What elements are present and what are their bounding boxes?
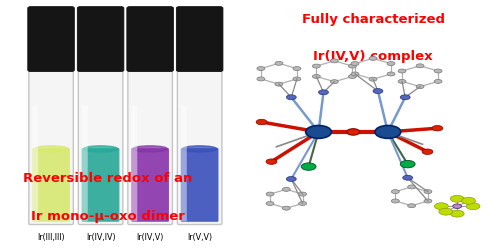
Circle shape (466, 203, 480, 210)
Text: Ir(IV,IV): Ir(IV,IV) (86, 234, 116, 243)
Circle shape (408, 185, 416, 189)
Circle shape (306, 125, 332, 138)
Circle shape (256, 119, 267, 125)
Circle shape (282, 206, 290, 210)
Circle shape (301, 163, 316, 170)
Circle shape (432, 125, 443, 131)
Circle shape (373, 89, 383, 94)
Circle shape (398, 79, 406, 83)
Circle shape (298, 192, 306, 196)
Circle shape (434, 69, 442, 73)
FancyBboxPatch shape (181, 106, 187, 221)
FancyBboxPatch shape (28, 7, 74, 71)
Circle shape (266, 201, 274, 205)
FancyBboxPatch shape (82, 106, 87, 221)
Circle shape (275, 61, 283, 65)
Circle shape (330, 59, 338, 63)
FancyBboxPatch shape (32, 148, 70, 222)
Circle shape (330, 80, 338, 84)
Text: Ir(IV,V): Ir(IV,V) (136, 234, 164, 243)
Circle shape (424, 199, 432, 203)
Circle shape (282, 187, 290, 191)
Circle shape (266, 159, 277, 164)
FancyBboxPatch shape (181, 148, 218, 222)
Circle shape (408, 204, 416, 208)
FancyBboxPatch shape (29, 69, 74, 225)
Text: Ir(IV,V) complex: Ir(IV,V) complex (313, 50, 433, 63)
Circle shape (416, 85, 424, 89)
Circle shape (351, 72, 359, 76)
Ellipse shape (182, 146, 217, 152)
Circle shape (293, 66, 301, 70)
FancyBboxPatch shape (82, 148, 120, 222)
Circle shape (450, 195, 464, 202)
FancyBboxPatch shape (78, 69, 123, 225)
Ellipse shape (34, 146, 68, 152)
Circle shape (351, 62, 359, 65)
Circle shape (392, 190, 400, 193)
Circle shape (387, 62, 395, 65)
Circle shape (439, 208, 452, 215)
Circle shape (400, 160, 415, 168)
Circle shape (400, 95, 410, 100)
Circle shape (286, 177, 296, 182)
Circle shape (369, 57, 377, 60)
FancyBboxPatch shape (178, 69, 222, 225)
Circle shape (375, 125, 400, 138)
Circle shape (450, 210, 464, 217)
FancyBboxPatch shape (132, 106, 137, 221)
Circle shape (298, 201, 306, 205)
FancyBboxPatch shape (32, 106, 38, 221)
Circle shape (462, 197, 475, 204)
Circle shape (434, 203, 448, 210)
Text: Reversible redox of an: Reversible redox of an (24, 173, 192, 186)
Circle shape (257, 66, 265, 70)
Text: Ir(III,III): Ir(III,III) (37, 234, 65, 243)
Circle shape (286, 95, 296, 100)
Circle shape (347, 129, 360, 135)
Circle shape (275, 82, 283, 86)
Text: Ir mono-μ-oxo dimer: Ir mono-μ-oxo dimer (31, 210, 185, 223)
Circle shape (293, 77, 301, 81)
Circle shape (416, 64, 424, 68)
FancyBboxPatch shape (176, 7, 223, 71)
FancyBboxPatch shape (132, 148, 169, 222)
Circle shape (402, 175, 412, 180)
Circle shape (318, 90, 328, 95)
Circle shape (452, 204, 462, 208)
Circle shape (398, 69, 406, 73)
Circle shape (392, 199, 400, 203)
Ellipse shape (84, 146, 118, 152)
Circle shape (348, 74, 356, 78)
Circle shape (312, 74, 320, 78)
Text: Ir(V,V): Ir(V,V) (187, 234, 212, 243)
FancyBboxPatch shape (78, 7, 124, 71)
Circle shape (348, 64, 356, 68)
FancyBboxPatch shape (127, 7, 174, 71)
Ellipse shape (133, 146, 168, 152)
Circle shape (387, 72, 395, 76)
FancyBboxPatch shape (128, 69, 172, 225)
Circle shape (257, 77, 265, 81)
Circle shape (434, 79, 442, 83)
Circle shape (266, 192, 274, 196)
Circle shape (422, 149, 433, 154)
Text: Fully characterized: Fully characterized (302, 13, 444, 26)
Circle shape (369, 77, 377, 81)
Circle shape (424, 190, 432, 193)
Circle shape (312, 64, 320, 68)
